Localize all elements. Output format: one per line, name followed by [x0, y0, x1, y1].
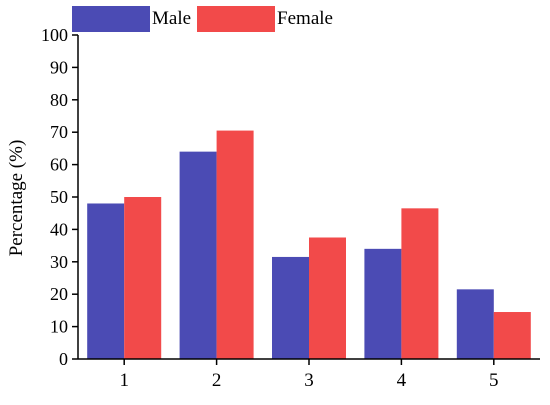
- y-axis-label: Percentage (%): [6, 140, 27, 257]
- y-tick-label-100: 100: [41, 25, 68, 45]
- bar-female-5: [493, 312, 531, 359]
- legend: Male Female: [72, 6, 339, 32]
- x-tick-label-1: 1: [119, 370, 129, 391]
- x-tick-label-5: 5: [489, 370, 499, 391]
- y-tick-label-50: 50: [50, 187, 68, 207]
- y-tick-label-40: 40: [50, 219, 68, 239]
- y-tick-label-70: 70: [50, 122, 68, 142]
- bar-male-1: [87, 203, 125, 359]
- y-tick-label-20: 20: [50, 284, 68, 304]
- y-tick-label-0: 0: [59, 349, 68, 369]
- bar-female-4: [401, 208, 439, 359]
- y-tick-label-80: 80: [50, 90, 68, 110]
- bar-female-1: [124, 197, 162, 359]
- legend-swatch-female: [197, 6, 276, 32]
- axes-group: 0 10 20 30 40 50 60 70 80 90 100 1 2 3 4 5: [41, 25, 540, 391]
- legend-item-male: Male: [72, 6, 197, 32]
- y-tick-label-90: 90: [50, 57, 68, 77]
- bar-male-3: [272, 256, 309, 359]
- legend-item-female: Female: [197, 6, 339, 32]
- legend-swatch-male: [72, 6, 150, 32]
- y-tick-label-60: 60: [50, 155, 68, 175]
- bars-group: [87, 130, 531, 359]
- bar-male-2: [179, 151, 217, 359]
- legend-label-male: Male: [152, 8, 192, 29]
- x-tick-label-4: 4: [397, 370, 407, 391]
- x-tick-label-2: 2: [212, 370, 222, 391]
- bar-female-2: [216, 130, 254, 359]
- bar-male-4: [364, 248, 402, 359]
- y-tick-label-30: 30: [50, 252, 68, 272]
- bar-female-3: [309, 237, 346, 359]
- legend-label-female: Female: [277, 8, 333, 29]
- bar-male-5: [456, 289, 494, 359]
- y-tick-label-10: 10: [50, 317, 68, 337]
- x-tick-label-3: 3: [304, 370, 314, 391]
